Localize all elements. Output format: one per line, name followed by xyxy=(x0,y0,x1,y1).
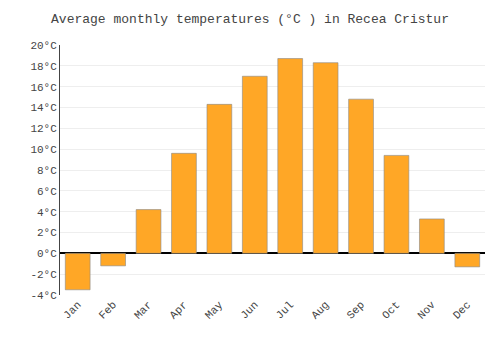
svg-text:Jun: Jun xyxy=(238,299,260,321)
svg-text:14°C: 14°C xyxy=(30,102,57,114)
svg-text:12°C: 12°C xyxy=(30,123,57,135)
svg-text:Oct: Oct xyxy=(380,299,402,321)
svg-text:Feb: Feb xyxy=(97,299,119,321)
svg-text:Dec: Dec xyxy=(451,299,473,321)
svg-text:Sep: Sep xyxy=(345,299,367,321)
svg-text:Average monthly temperatures (: Average monthly temperatures (°C ) in Re… xyxy=(51,12,449,27)
svg-text:16°C: 16°C xyxy=(30,82,57,94)
svg-text:4°C: 4°C xyxy=(37,207,57,219)
svg-text:Apr: Apr xyxy=(167,299,189,321)
svg-text:-4°C: -4°C xyxy=(30,290,57,302)
svg-text:-2°C: -2°C xyxy=(30,269,57,281)
svg-text:10°C: 10°C xyxy=(30,144,57,156)
svg-text:8°C: 8°C xyxy=(37,165,57,177)
svg-text:18°C: 18°C xyxy=(30,61,57,73)
svg-text:6°C: 6°C xyxy=(37,186,57,198)
svg-text:Nov: Nov xyxy=(415,299,438,322)
svg-text:May: May xyxy=(203,299,226,322)
svg-text:Mar: Mar xyxy=(132,299,154,321)
svg-text:20°C: 20°C xyxy=(30,40,57,52)
svg-text:Jul: Jul xyxy=(274,299,296,321)
svg-text:Aug: Aug xyxy=(309,299,331,321)
svg-text:Jan: Jan xyxy=(61,299,83,321)
svg-text:0°C: 0°C xyxy=(37,248,57,260)
svg-text:2°C: 2°C xyxy=(37,227,57,239)
